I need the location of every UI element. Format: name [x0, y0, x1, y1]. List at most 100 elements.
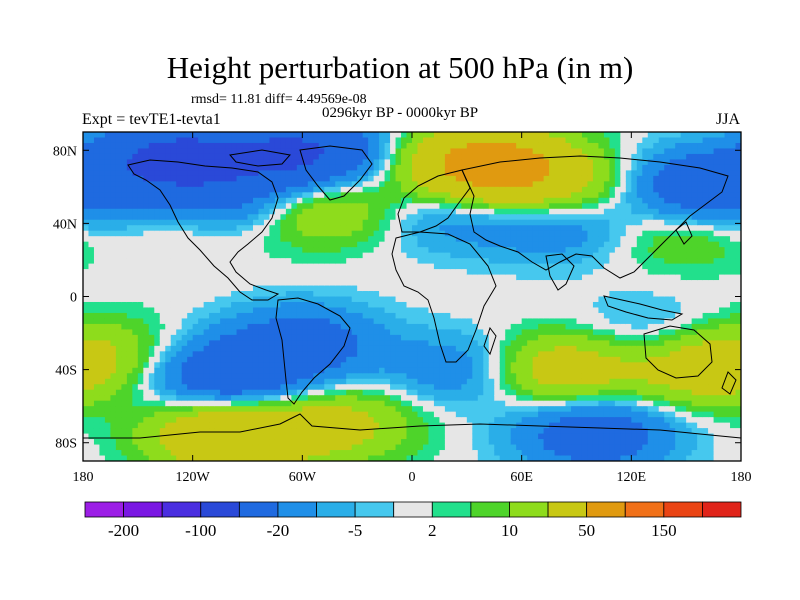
field-cell	[302, 400, 309, 407]
field-cell	[225, 132, 232, 139]
field-cell	[269, 362, 276, 369]
field-cell	[357, 153, 364, 161]
field-cell	[209, 373, 216, 380]
field-cell	[532, 148, 539, 155]
field-cell	[192, 362, 199, 369]
field-cell	[88, 389, 95, 396]
field-cell	[335, 439, 342, 446]
field-cell	[362, 384, 369, 391]
field-cell	[121, 208, 128, 215]
field-cell	[247, 428, 254, 435]
field-cell	[220, 186, 227, 193]
field-cell	[231, 186, 238, 193]
field-cell	[263, 148, 271, 155]
field-cell	[99, 142, 106, 150]
field-cell	[324, 362, 331, 369]
field-cell	[192, 417, 199, 424]
field-cell	[494, 433, 501, 440]
field-cell	[258, 230, 265, 237]
field-cell	[521, 159, 528, 166]
field-cell	[187, 269, 194, 276]
field-cell	[285, 137, 292, 144]
field-cell	[83, 296, 90, 303]
field-cell	[263, 395, 271, 402]
field-cell	[187, 384, 194, 391]
field-cell	[307, 345, 314, 352]
field-cell	[115, 274, 122, 281]
field-cell	[280, 428, 287, 435]
field-cell	[379, 422, 386, 429]
field-cell	[252, 137, 260, 144]
field-cell	[329, 132, 336, 139]
field-cell	[390, 263, 397, 270]
field-cell	[302, 345, 309, 352]
field-cell	[110, 269, 117, 276]
field-cell	[373, 252, 380, 259]
field-cell	[231, 378, 238, 385]
field-cell	[203, 208, 210, 215]
field-cell	[176, 356, 183, 363]
field-cell	[203, 351, 210, 358]
field-cell	[307, 247, 314, 254]
field-cell	[488, 318, 495, 325]
field-cell	[335, 450, 342, 457]
field-cell	[373, 367, 380, 374]
field-cell	[390, 208, 397, 215]
field-cell	[401, 428, 408, 435]
field-cell	[417, 170, 424, 177]
field-cell	[148, 373, 155, 380]
field-cell	[527, 137, 534, 144]
field-cell	[384, 230, 391, 237]
field-cell	[351, 334, 358, 341]
field-cell	[274, 230, 281, 237]
field-cell	[505, 263, 512, 270]
field-cell	[483, 296, 490, 303]
field-cell	[291, 417, 298, 424]
field-cell	[126, 132, 133, 139]
field-cell	[488, 417, 495, 424]
field-cell	[214, 428, 221, 435]
field-cell	[236, 323, 243, 330]
field-cell	[170, 433, 177, 440]
field-cell	[132, 148, 139, 155]
field-cell	[121, 214, 128, 221]
field-cell	[477, 345, 484, 352]
field-cell	[137, 274, 144, 281]
field-cell	[231, 439, 238, 446]
field-cell	[455, 406, 462, 413]
field-cell	[110, 236, 117, 243]
field-cell	[236, 153, 243, 161]
field-cell	[324, 164, 331, 171]
field-cell	[198, 230, 205, 237]
field-cell	[455, 439, 462, 446]
field-cell	[274, 439, 281, 446]
field-cell	[494, 400, 501, 407]
field-cell	[406, 192, 413, 199]
field-cell	[362, 175, 369, 182]
field-cell	[143, 439, 150, 446]
field-cell	[269, 192, 276, 199]
field-cell	[192, 400, 199, 407]
field-cell	[115, 422, 122, 429]
field-cell	[433, 252, 441, 259]
field-cell	[203, 241, 210, 248]
field-cell	[209, 356, 216, 363]
field-cell	[450, 411, 457, 418]
field-cell	[165, 203, 172, 210]
field-cell	[209, 148, 216, 155]
field-cell	[329, 214, 336, 221]
field-cell	[110, 175, 117, 182]
field-cell	[384, 318, 391, 325]
field-cell	[505, 444, 512, 451]
field-cell	[395, 280, 402, 287]
field-cell	[93, 307, 101, 314]
field-cell	[165, 323, 172, 330]
field-cell	[461, 285, 468, 292]
field-cell	[285, 367, 292, 374]
field-cell	[351, 428, 358, 435]
field-cell	[99, 378, 106, 385]
field-cell	[521, 395, 528, 402]
field-cell	[274, 192, 281, 199]
field-cell	[488, 137, 495, 144]
field-cell	[477, 241, 484, 248]
